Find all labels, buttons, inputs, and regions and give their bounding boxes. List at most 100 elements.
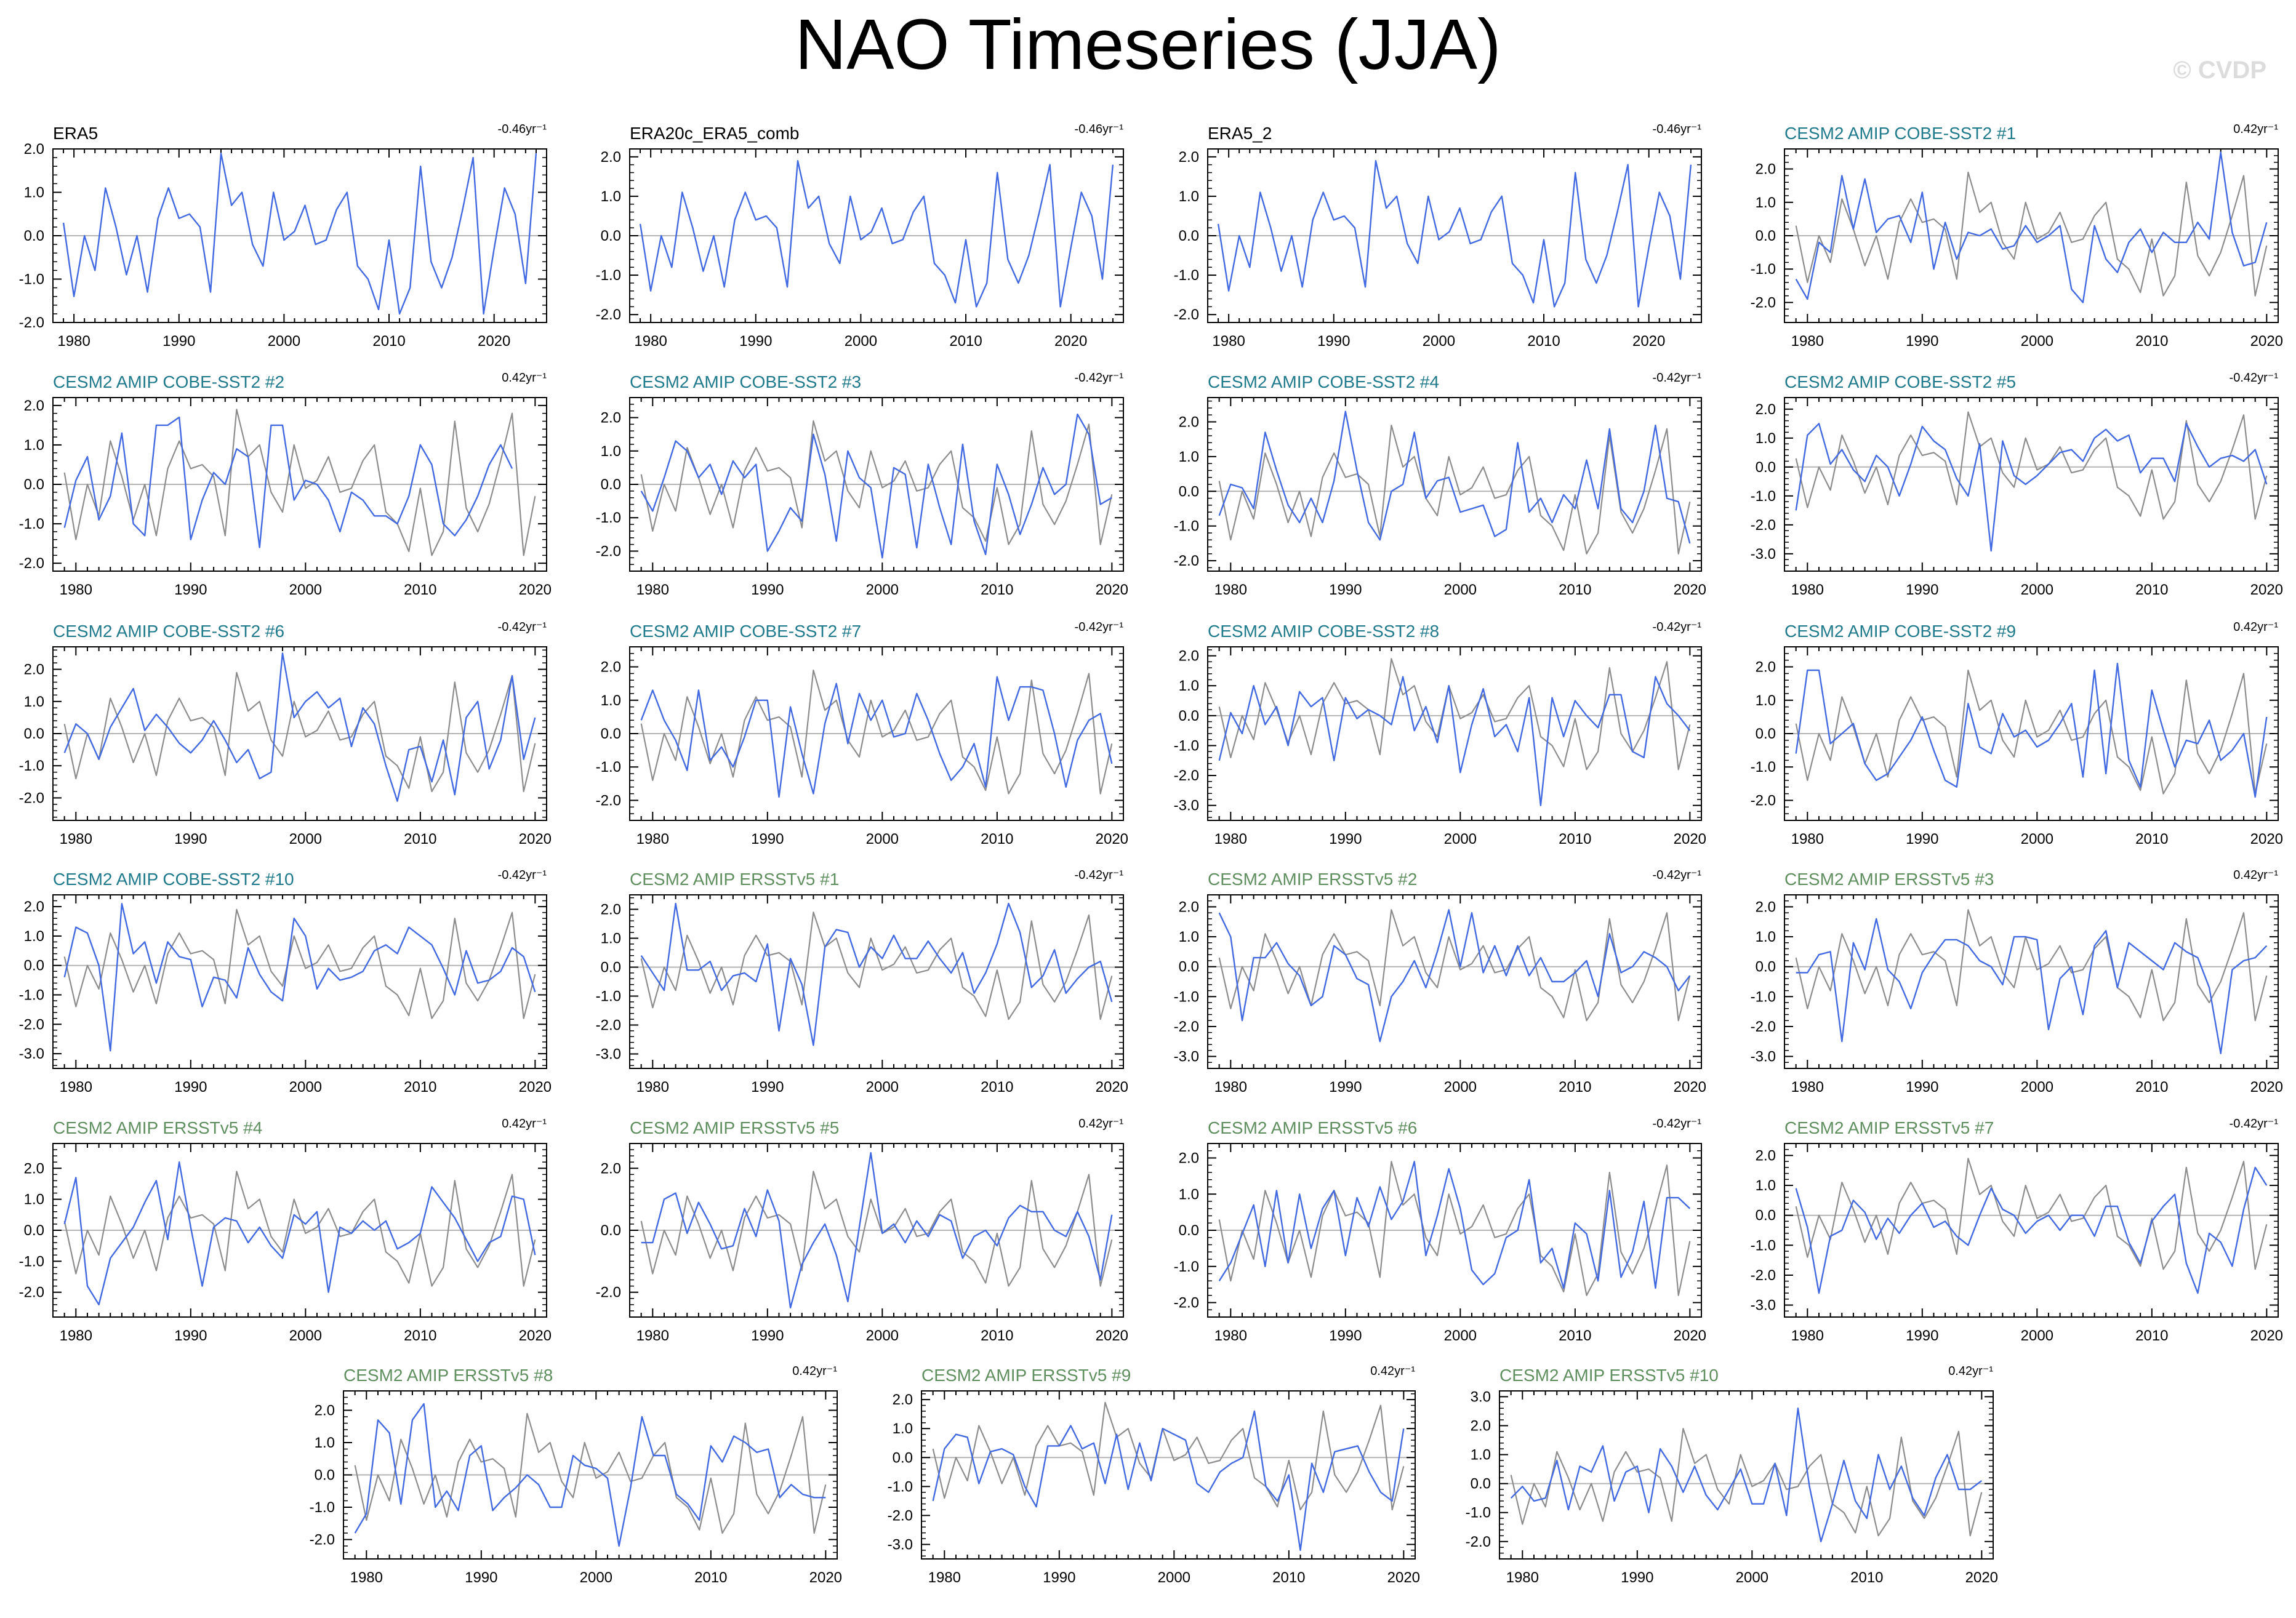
y-tick-label: 2.0 <box>24 1160 44 1177</box>
y-tick-label: -3.0 <box>1174 798 1199 814</box>
x-tick-label: 2000 <box>1158 1569 1190 1586</box>
y-tick-label: 2.0 <box>1179 1150 1199 1167</box>
x-tick-label: 1980 <box>636 831 669 847</box>
trend-label: 0.42yr⁻¹ <box>1370 1364 1415 1378</box>
x-tick-label: 1980 <box>1214 831 1247 847</box>
x-tick-label: 2020 <box>519 1079 552 1095</box>
trend-label: 0.42yr⁻¹ <box>1078 1117 1123 1131</box>
panel-12: 1980 1990 2000 2010 2020 -2.0 -1.0 0.0 1.0 2.0 CES… <box>1751 620 2283 847</box>
x-tick-label: 2000 <box>1423 333 1455 350</box>
y-tick-label: 0.0 <box>601 1222 621 1239</box>
panel-title: CESM2 AMIP COBE-SST2 #8 <box>1208 622 1439 641</box>
y-tick-label: 0.0 <box>24 726 44 742</box>
reference-series-line <box>1795 909 2268 1022</box>
y-tick-label: -2.0 <box>596 792 621 809</box>
x-tick-label: 1990 <box>1906 831 1938 847</box>
y-tick-label: 0.0 <box>1756 1207 1776 1224</box>
panel-20: 1980 1990 2000 2010 2020 -3.0 -2.0 -1.0 0.0 1.0 2.… <box>1751 1117 2283 1344</box>
y-tick-label: -1.0 <box>1751 488 1776 505</box>
x-tick-label: 2010 <box>404 1079 436 1095</box>
x-tick-label: 1990 <box>174 582 207 598</box>
panel-title: CESM2 AMIP ERSSTv5 #7 <box>1784 1118 1994 1137</box>
x-tick-label: 1980 <box>1791 1079 1824 1095</box>
reference-series-line <box>1218 1161 1691 1296</box>
reference-series-line <box>1218 424 1691 555</box>
x-tick-label: 2020 <box>2250 1079 2283 1095</box>
y-tick-label: 2.0 <box>24 398 44 414</box>
reference-series-line <box>1510 1428 1983 1537</box>
x-tick-label: 2020 <box>478 333 510 350</box>
x-tick-label: 2000 <box>2021 1079 2053 1095</box>
y-tick-label: 1.0 <box>24 694 44 710</box>
x-tick-label: 2000 <box>268 333 300 350</box>
x-tick-label: 1980 <box>636 1328 669 1344</box>
y-tick-label: 1.0 <box>1756 929 1776 945</box>
y-tick-label: -1.0 <box>596 510 621 526</box>
panel-title: CESM2 AMIP COBE-SST2 #4 <box>1208 372 1439 391</box>
x-tick-label: 1990 <box>1043 1569 1075 1586</box>
main-series-line <box>1218 676 1691 806</box>
panel-title: CESM2 AMIP COBE-SST2 #9 <box>1784 622 2016 641</box>
panel-4: 1980 1990 2000 2010 2020 -2.0 -1.0 0.0 1.0 2.0 CES… <box>1751 122 2283 350</box>
panel-title: ERA5_2 <box>1208 124 1272 143</box>
y-tick-label: -2.0 <box>596 1017 621 1034</box>
x-tick-label: 1990 <box>174 1079 207 1095</box>
y-tick-label: -1.0 <box>19 516 44 532</box>
trend-label: -0.46yr⁻¹ <box>498 122 547 136</box>
x-tick-label: 1990 <box>1317 333 1350 350</box>
y-tick-label: -1.0 <box>1466 1505 1491 1521</box>
y-tick-label: 0.0 <box>1179 708 1199 724</box>
y-tick-label: -1.0 <box>1174 518 1199 535</box>
y-tick-label: -1.0 <box>1174 737 1199 754</box>
reference-series-line <box>1795 669 2268 795</box>
panel-19: 1980 1990 2000 2010 2020 -2.0 -1.0 0.0 1.0 2.0 CES… <box>1174 1117 1706 1344</box>
x-tick-label: 2000 <box>2021 831 2053 847</box>
x-tick-label: 1990 <box>163 333 195 350</box>
reference-series-line <box>640 669 1113 795</box>
reference-series-line <box>63 409 536 556</box>
y-tick-label: -3.0 <box>1751 1049 1776 1065</box>
trend-label: -0.46yr⁻¹ <box>1075 122 1124 136</box>
y-tick-label: -2.0 <box>596 1284 621 1301</box>
plot-frame <box>1207 894 1702 1069</box>
y-tick-label: 2.0 <box>601 149 621 166</box>
y-tick-label: -2.0 <box>1751 1267 1776 1284</box>
panel-5: 1980 1990 2000 2010 2020 -2.0 -1.0 0.0 1.0 2.0 CES… <box>19 371 552 598</box>
y-tick-label: -1.0 <box>888 1478 913 1495</box>
y-tick-label: 1.0 <box>1471 1447 1491 1464</box>
y-tick-label: -2.0 <box>1174 306 1199 323</box>
trend-label: -0.42yr⁻¹ <box>1653 620 1702 634</box>
main-series-line <box>1795 662 2268 798</box>
y-tick-label: -2.0 <box>1751 792 1776 809</box>
x-tick-label: 2010 <box>981 831 1013 847</box>
y-tick-label: 0.0 <box>1179 959 1199 975</box>
main-series-line <box>63 652 536 802</box>
x-tick-label: 1980 <box>350 1569 383 1586</box>
panel-title: CESM2 AMIP ERSSTv5 #2 <box>1208 870 1417 889</box>
y-tick-label: 1.0 <box>601 931 621 947</box>
panel-1: 1980 1990 2000 2010 2020 -2.0 -1.0 0.0 1.0 2.0 ERA… <box>19 122 547 350</box>
x-tick-label: 1990 <box>751 582 784 598</box>
x-tick-label: 2020 <box>519 582 552 598</box>
panel-13: 1980 1990 2000 2010 2020 -3.0 -2.0 -1.0 0.0 1.0 2.… <box>19 868 552 1095</box>
y-tick-label: 3.0 <box>1471 1388 1491 1405</box>
y-tick-label: -2.0 <box>1751 294 1776 311</box>
x-tick-label: 2010 <box>2135 1079 2168 1095</box>
main-series-line <box>354 1403 826 1547</box>
x-tick-label: 1980 <box>1791 582 1824 598</box>
y-tick-label: 1.0 <box>601 188 621 205</box>
x-tick-label: 1980 <box>1214 1328 1247 1344</box>
y-tick-label: -2.0 <box>1174 1295 1199 1312</box>
plot-frame <box>1499 1390 1994 1560</box>
x-tick-label: 1980 <box>1791 831 1824 847</box>
y-tick-label: -3.0 <box>19 1046 44 1062</box>
x-tick-label: 1980 <box>1791 333 1824 350</box>
y-tick-label: -2.0 <box>596 306 621 323</box>
panel-17: 1980 1990 2000 2010 2020 -2.0 -1.0 0.0 1.0 2.0 CES… <box>19 1117 552 1344</box>
reference-series-line <box>63 908 536 1019</box>
x-tick-label: 1990 <box>1906 1328 1938 1344</box>
y-tick-label: -1.0 <box>19 987 44 1004</box>
x-tick-label: 2010 <box>1559 1079 1591 1095</box>
y-tick-label: 2.0 <box>24 141 44 158</box>
